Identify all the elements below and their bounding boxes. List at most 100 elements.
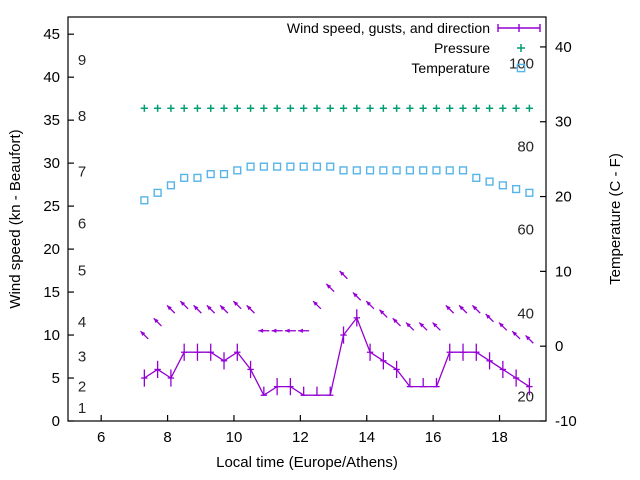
x-axis-tick-label: 10 (226, 429, 243, 446)
wind-direction-arrow-head (432, 322, 438, 328)
wind-direction-arrow-head (220, 305, 225, 311)
temperature-marker (392, 166, 401, 175)
y-axis-title: Wind speed (kn - Beaufort) (7, 129, 24, 308)
wind-direction-arrow-head (258, 328, 264, 333)
y2-axis-tick-label: 20 (555, 189, 572, 206)
temperature-marker (246, 162, 255, 171)
y-axis-tick-label: 35 (43, 112, 60, 129)
wind-direction-arrow-head (246, 305, 252, 311)
temperature-marker (312, 162, 322, 171)
beaufort-scale-label: 1 (78, 400, 86, 417)
temperature-marker (472, 173, 481, 182)
temperature-marker (326, 162, 335, 171)
legend-sample-square (516, 63, 526, 73)
temperature-marker (405, 166, 415, 175)
wind-direction-arrow-head (406, 322, 411, 328)
beaufort-scale-label: 8 (78, 108, 86, 125)
wind-direction-arrow-head (472, 305, 478, 311)
y-axis-tick-label: 40 (43, 69, 60, 86)
wind-direction-arrow-head (525, 335, 531, 341)
y-axis-tick-label: 15 (43, 284, 60, 301)
wind-direction-arrow-head (271, 328, 277, 333)
wind-direction-arrow-head (140, 331, 146, 337)
temperature-marker (339, 166, 348, 175)
wind-direction-arrow-head (366, 301, 372, 306)
y2-axis-tick-label: 30 (555, 114, 572, 131)
y2-axis-tick-label: 10 (555, 263, 572, 280)
y-axis-tick-label: 20 (43, 241, 60, 258)
y2-axis-tick-label: 0 (555, 338, 563, 355)
legend-label: Temperature (411, 60, 490, 76)
x-axis-tick-label: 8 (163, 429, 171, 446)
y-axis-tick-label: 45 (43, 26, 60, 43)
temperature-marker (525, 188, 534, 197)
beaufort-scale-label: 7 (78, 164, 86, 181)
series-group (139, 104, 534, 397)
x-axis-tick-label: 6 (97, 429, 105, 446)
x-axis-title: Local time (Europe/Athens) (216, 454, 398, 471)
wind-direction-arrow-head (339, 270, 345, 276)
beaufort-scale-label: 3 (78, 349, 86, 366)
y-axis-tick-label: 25 (43, 198, 60, 215)
wind-direction-arrow-head (167, 305, 172, 311)
fahrenheit-scale-label: 40 (517, 305, 534, 322)
temperature-marker (286, 162, 295, 171)
fahrenheit-scale-label: 80 (517, 138, 534, 155)
wind-direction-arrow-head (392, 318, 398, 324)
wind-direction-arrow-head (193, 305, 199, 311)
y2-axis-title: Temperature (C - F) (607, 153, 624, 285)
temperature-marker (485, 177, 494, 186)
temperature-marker (140, 196, 149, 205)
temperature-marker (445, 166, 454, 175)
legend-label: Pressure (434, 40, 490, 56)
temperature-marker (233, 166, 242, 175)
temperature-marker (206, 170, 215, 179)
beaufort-scale-label: 5 (78, 263, 86, 280)
temperature-marker (419, 166, 428, 175)
wind-direction-arrow-head (298, 328, 303, 333)
y-axis-tick-label: 30 (43, 155, 60, 172)
y-axis-tick-label: 10 (43, 327, 60, 344)
temperature-marker (153, 188, 162, 197)
temperature-marker (432, 166, 441, 175)
y2-axis-tick-label: 40 (555, 39, 572, 56)
temperature-marker (365, 166, 375, 175)
wind-direction-arrow-head (206, 305, 212, 311)
temperature-marker (219, 170, 229, 179)
wind-direction-arrow-head (485, 313, 491, 319)
wind-direction-arrow-head (459, 305, 464, 311)
wind-speed-line (143, 316, 530, 397)
wind-direction-arrow-head (512, 331, 518, 337)
legend-label: Wind speed, gusts, and direction (287, 20, 490, 36)
wind-direction-arrow-head (313, 301, 318, 306)
temperature-marker (299, 162, 308, 171)
wind-direction-arrow-head (498, 322, 504, 328)
y-axis-tick-label: 0 (52, 413, 60, 430)
temperature-marker (259, 162, 268, 171)
x-axis-tick-label: 18 (491, 429, 508, 446)
plot-frame (67, 16, 547, 422)
temperature-marker (166, 181, 176, 190)
fahrenheit-scale-label: 20 (517, 388, 534, 405)
legend: Wind speed, gusts, and direction Pressure… (287, 20, 541, 76)
wind-direction-arrow-head (233, 301, 239, 306)
beaufort-scale-label: 4 (78, 314, 86, 331)
beaufort-scale-label: 6 (78, 215, 86, 232)
y-axis-tick-label: 5 (52, 370, 60, 387)
wind-direction-arrow-head (180, 301, 186, 306)
wind-direction-arrow-head (419, 322, 425, 328)
x-axis-tick-label: 16 (425, 429, 442, 446)
wind-direction-arrow-head (445, 305, 451, 311)
temperature-marker (180, 173, 189, 182)
x-axis-tick-label: 14 (358, 429, 375, 446)
temperature-marker (458, 166, 468, 175)
x-axis-tick-label: 12 (292, 429, 309, 446)
y2-axis-tick-label: -10 (555, 413, 577, 430)
temperature-marker (352, 166, 361, 175)
temperature-marker (193, 173, 202, 182)
wind-direction-arrow-head (284, 328, 290, 333)
fahrenheit-scale-label: 60 (517, 221, 534, 238)
temperature-marker (379, 166, 388, 175)
